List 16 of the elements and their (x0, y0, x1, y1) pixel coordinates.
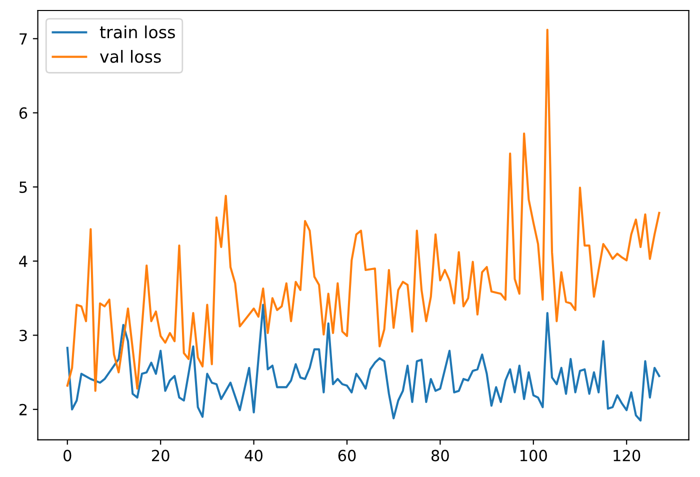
x-tick-label: 20 (152, 450, 170, 462)
y-tick-label: 5 (20, 182, 27, 193)
y-tick-label: 2 (19, 404, 27, 416)
line-series (66, 304, 660, 422)
x-tick-label: 120 (614, 450, 640, 462)
y-tick-label: 7 (20, 33, 27, 44)
legend-label: val loss (100, 50, 161, 63)
x-tick-label: 100 (520, 450, 547, 462)
x-tick-label: 0 (64, 450, 72, 462)
legend-label: train loss (100, 25, 175, 38)
x-tick-label: 40 (244, 450, 262, 462)
x-tick-label: 60 (338, 450, 356, 462)
x-tick-label: 80 (432, 450, 449, 462)
y-tick-label: 4 (19, 256, 28, 267)
y-tick-label: 3 (20, 330, 27, 342)
y-tick-label: 6 (19, 107, 28, 119)
